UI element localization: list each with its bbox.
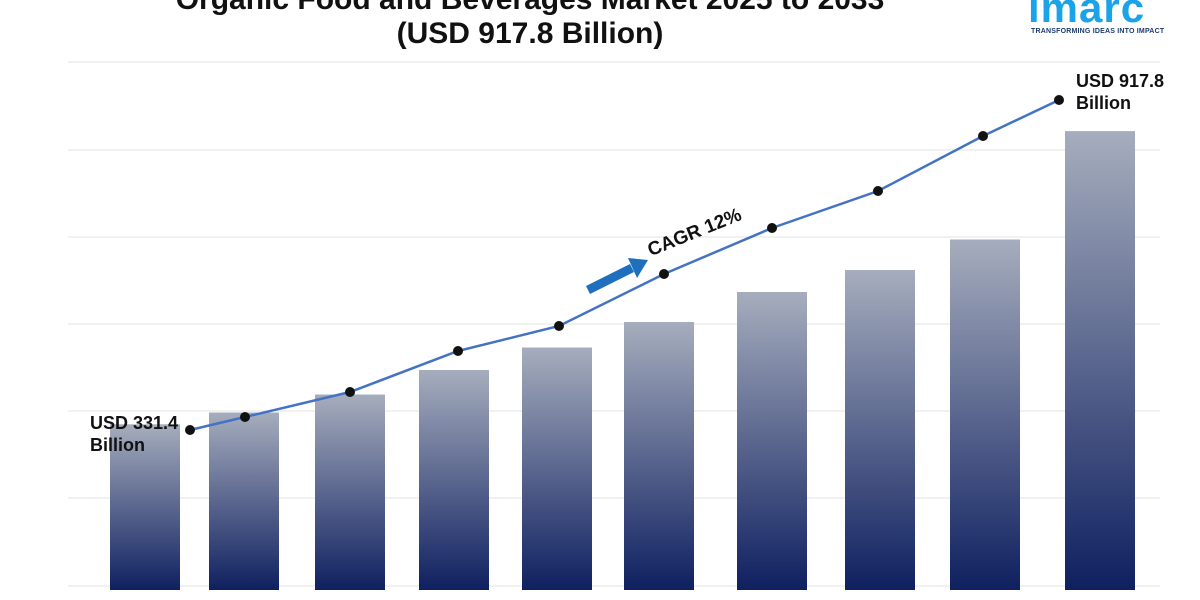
imarc-logo: imarc TRANSFORMING IDEAS INTO IMPACT: [1028, 0, 1178, 41]
end-value-label: USD 917.8 Billion: [1076, 70, 1164, 114]
cagr-arrow: [585, 258, 648, 295]
bar-2032: [950, 239, 1020, 590]
bar-2029: [624, 322, 694, 590]
trend-point-2031: [873, 186, 883, 196]
bar-2027: [419, 370, 489, 590]
cagr-arrow-shaft: [585, 263, 635, 295]
bar-2030: [737, 292, 807, 590]
bars: [110, 131, 1135, 590]
logo-wordmark: imarc: [1028, 0, 1146, 31]
start-value-line1: USD 331.4: [90, 413, 179, 433]
trend-point-2026: [345, 387, 355, 397]
trend-point-2027: [453, 346, 463, 356]
trend-line: [189, 98, 1060, 432]
bar-2024: [110, 424, 180, 590]
chart-title-line2: (USD 917.8 Billion): [396, 17, 664, 50]
start-value-line2: Billion: [90, 435, 145, 455]
bar-2025: [209, 412, 279, 590]
bar-2028: [522, 347, 592, 590]
trend-point-2025: [240, 412, 250, 422]
bar-2033: [1065, 131, 1135, 590]
bar-2026: [315, 394, 385, 590]
trend-point-2024: [185, 425, 195, 435]
trend-point-2030: [767, 223, 777, 233]
cagr-arrow-head: [628, 258, 648, 278]
trend-line-group: [185, 95, 1064, 435]
trend-point-2032: [978, 131, 988, 141]
trend-point-2028: [554, 321, 564, 331]
bar-2031: [845, 270, 915, 590]
chart-title-line1: Organic Food and Beverages Market 2025 t…: [0, 0, 1060, 17]
end-value-line1: USD 917.8: [1076, 71, 1165, 91]
end-value-line2: Billion: [1076, 93, 1131, 113]
logo-tagline: TRANSFORMING IDEAS INTO IMPACT: [1031, 28, 1165, 35]
trend-point-2033: [1054, 95, 1064, 105]
start-value-label: USD 331.4 Billion: [90, 412, 178, 456]
trend-point-2029: [659, 269, 669, 279]
